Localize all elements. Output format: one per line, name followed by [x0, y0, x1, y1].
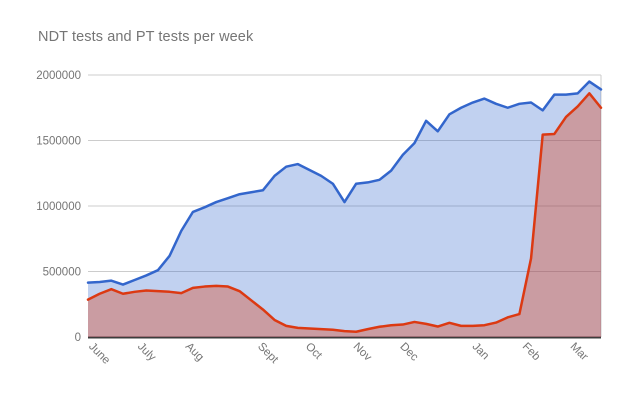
x-axis-tick-label: Sept	[255, 341, 281, 367]
x-axis-tick-label: Jan	[470, 341, 492, 363]
x-axis-tick-label: Nov	[351, 341, 374, 364]
y-axis-tick-label: 1500000	[36, 136, 81, 148]
x-axis-tick-label: Feb	[520, 341, 543, 364]
x-axis-tick-label: Dec	[397, 341, 420, 364]
y-axis-tick-label: 500000	[43, 267, 81, 279]
y-axis-tick-label: 1000000	[36, 201, 81, 213]
pt-series-line	[86, 92, 603, 334]
ndt-area-fill	[88, 81, 601, 337]
x-axis-tick-label: July	[135, 341, 158, 364]
pt-area-fill	[88, 93, 601, 337]
x-axis-tick-label: Aug	[183, 341, 206, 364]
x-axis-tick-label: Oct	[303, 341, 325, 363]
x-axis-tick-label: Mar	[568, 341, 591, 364]
ndt-series-line	[86, 80, 603, 286]
chart-title: NDT tests and PT tests per week	[38, 29, 254, 45]
y-axis-tick-label: 0	[75, 332, 81, 344]
x-axis-tick-label: June	[86, 341, 112, 367]
y-axis-tick-label: 2000000	[36, 70, 81, 82]
